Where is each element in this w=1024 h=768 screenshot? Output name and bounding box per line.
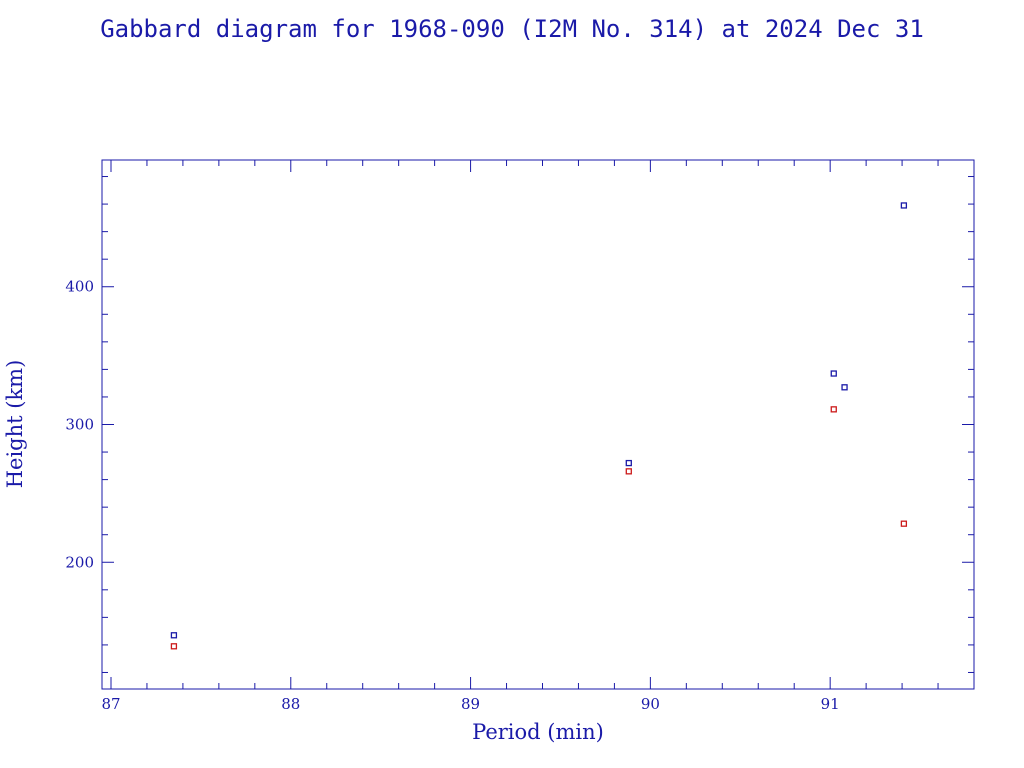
apogee-point (170, 632, 178, 639)
x-tick-label: 91 (821, 695, 840, 713)
x-tick-label: 88 (281, 695, 300, 713)
x-tick-label: 90 (641, 695, 660, 713)
apogee-point (841, 384, 848, 391)
y-tick-label: 300 (65, 416, 94, 434)
apogee-point (625, 459, 632, 467)
chart-title: Gabbard diagram for 1968-090 (I2M No. 31… (100, 15, 924, 43)
perigee-point (900, 520, 908, 527)
apogee-point (900, 202, 908, 209)
y-axis-label: Height (km) (3, 360, 27, 489)
axis-ticks (102, 160, 975, 689)
plot-frame (101, 159, 975, 690)
x-axis-label: Period (min) (472, 720, 604, 744)
y-tick-label: 400 (65, 278, 94, 296)
apogee-point (830, 370, 837, 377)
perigee-point (170, 643, 178, 650)
axis-tick-labels: 87 88 89 90 91 200 300 400 (65, 278, 839, 713)
x-tick-label: 87 (101, 695, 120, 713)
data-points (170, 202, 908, 650)
x-tick-label: 89 (461, 695, 480, 713)
perigee-point (830, 406, 837, 413)
perigee-point (625, 468, 632, 475)
y-tick-label: 200 (65, 553, 94, 571)
